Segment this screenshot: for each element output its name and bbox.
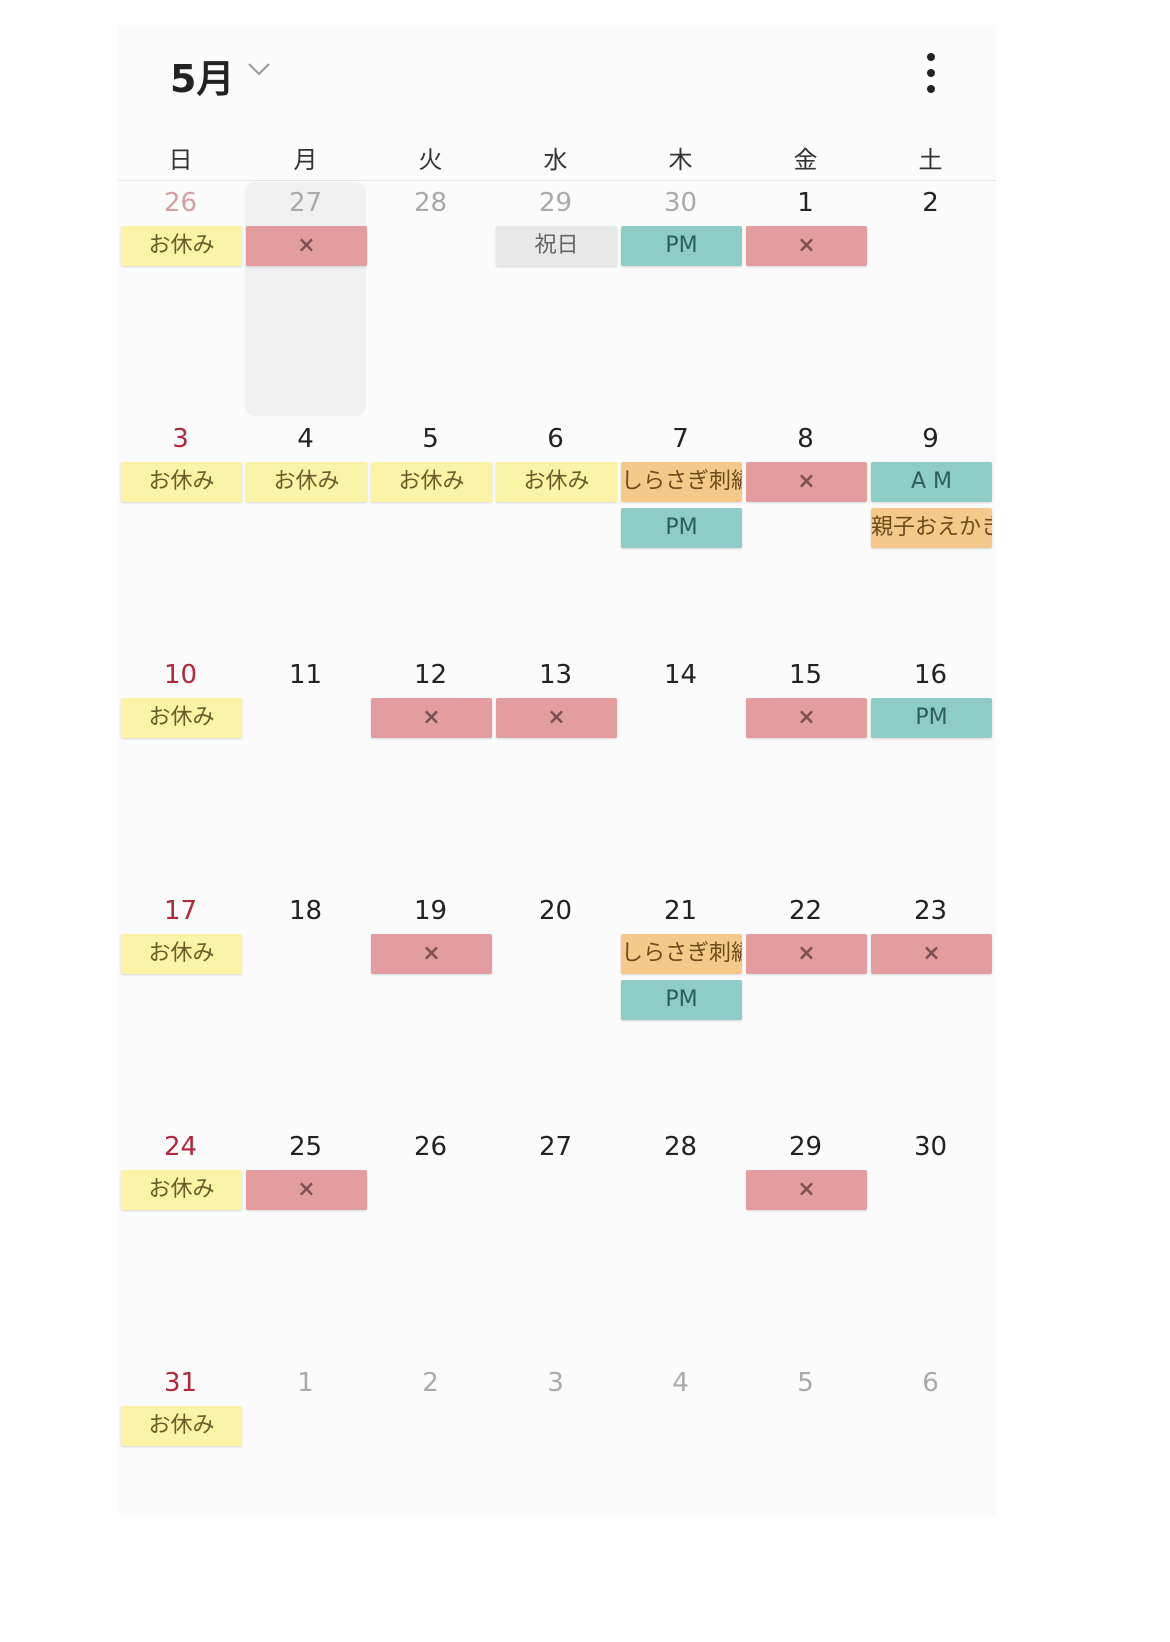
event-chip[interactable]: PM xyxy=(621,226,742,266)
day-number[interactable]: 8 xyxy=(797,424,814,454)
event-chip[interactable]: お休み xyxy=(371,462,492,502)
separator xyxy=(118,180,996,181)
event-chip[interactable]: お休み xyxy=(121,698,242,738)
day-number[interactable]: 30 xyxy=(663,188,698,218)
event-chip[interactable]: × xyxy=(371,698,492,738)
day-number[interactable]: 2 xyxy=(922,188,939,218)
day-number[interactable]: 9 xyxy=(922,424,939,454)
day-number[interactable]: 27 xyxy=(538,1132,573,1162)
event-chip[interactable]: × xyxy=(496,698,617,738)
event-chip[interactable]: お休み xyxy=(121,226,242,266)
event-chip[interactable]: × xyxy=(746,698,867,738)
event-chip[interactable]: お休み xyxy=(496,462,617,502)
event-chip[interactable]: PM xyxy=(621,980,742,1020)
day-number[interactable]: 21 xyxy=(663,896,698,926)
day-number[interactable]: 30 xyxy=(913,1132,948,1162)
day-number[interactable]: 16 xyxy=(913,660,948,690)
day-number[interactable]: 28 xyxy=(413,188,448,218)
day-number[interactable]: 5 xyxy=(422,424,439,454)
day-number[interactable]: 3 xyxy=(547,1368,564,1398)
day-number[interactable]: 7 xyxy=(672,424,689,454)
day-number[interactable]: 4 xyxy=(672,1368,689,1398)
day-number[interactable]: 17 xyxy=(163,896,198,926)
weekday-label: 土 xyxy=(918,146,943,174)
menu-button[interactable] xyxy=(922,52,940,96)
day-number[interactable]: 3 xyxy=(172,424,189,454)
event-chip[interactable]: お休み xyxy=(121,462,242,502)
day-number[interactable]: 20 xyxy=(538,896,573,926)
event-chip[interactable]: × xyxy=(746,462,867,502)
day-number[interactable]: 6 xyxy=(547,424,564,454)
event-chip[interactable]: お休み xyxy=(246,462,367,502)
event-chip[interactable]: × xyxy=(746,1170,867,1210)
day-number[interactable]: 23 xyxy=(913,896,948,926)
weekday-label: 火 xyxy=(418,146,443,174)
event-chip[interactable]: × xyxy=(871,934,992,974)
day-number[interactable]: 2 xyxy=(422,1368,439,1398)
day-number[interactable]: 24 xyxy=(163,1132,198,1162)
event-chip[interactable]: × xyxy=(746,934,867,974)
weekday-label: 水 xyxy=(543,146,568,174)
day-number[interactable]: 6 xyxy=(922,1368,939,1398)
day-number[interactable]: 31 xyxy=(163,1368,198,1398)
weekday-label: 木 xyxy=(668,146,693,174)
day-number[interactable]: 12 xyxy=(413,660,448,690)
event-chip[interactable]: × xyxy=(246,1170,367,1210)
event-chip[interactable]: 祝日 xyxy=(496,226,617,266)
day-number[interactable]: 4 xyxy=(297,424,314,454)
day-number[interactable]: 15 xyxy=(788,660,823,690)
day-number[interactable]: 29 xyxy=(788,1132,823,1162)
event-chip[interactable]: しらさぎ刺繍 xyxy=(621,462,742,502)
day-number[interactable]: 5 xyxy=(797,1368,814,1398)
month-title[interactable]: 5月 xyxy=(170,57,235,101)
event-chip[interactable]: 親子おえかき xyxy=(871,508,992,548)
day-number[interactable]: 22 xyxy=(788,896,823,926)
day-number[interactable]: 29 xyxy=(538,188,573,218)
day-number[interactable]: 26 xyxy=(413,1132,448,1162)
day-number[interactable]: 18 xyxy=(288,896,323,926)
event-chip[interactable]: × xyxy=(371,934,492,974)
month-chevron[interactable] xyxy=(248,62,270,76)
day-number[interactable]: 28 xyxy=(663,1132,698,1162)
day-number[interactable]: 26 xyxy=(163,188,198,218)
event-chip[interactable]: A M xyxy=(871,462,992,502)
event-chip[interactable]: しらさぎ刺繍 xyxy=(621,934,742,974)
day-number[interactable]: 25 xyxy=(288,1132,323,1162)
day-number[interactable]: 14 xyxy=(663,660,698,690)
weekday-label: 日 xyxy=(168,146,193,174)
day-number[interactable]: 1 xyxy=(797,188,814,218)
day-number[interactable]: 11 xyxy=(288,660,323,690)
day-number[interactable]: 13 xyxy=(538,660,573,690)
event-chip[interactable]: お休み xyxy=(121,1406,242,1446)
day-number[interactable]: 19 xyxy=(413,896,448,926)
event-chip[interactable]: PM xyxy=(871,698,992,738)
day-number[interactable]: 10 xyxy=(163,660,198,690)
weekday-label: 金 xyxy=(793,146,818,174)
day-number[interactable]: 27 xyxy=(288,188,323,218)
weekday-label: 月 xyxy=(293,146,318,174)
event-chip[interactable]: お休み xyxy=(121,1170,242,1210)
event-chip[interactable]: お休み xyxy=(121,934,242,974)
day-number[interactable]: 1 xyxy=(297,1368,314,1398)
event-chip[interactable]: PM xyxy=(621,508,742,548)
event-chip[interactable]: × xyxy=(746,226,867,266)
today-highlight xyxy=(245,182,366,416)
event-chip[interactable]: × xyxy=(246,226,367,266)
